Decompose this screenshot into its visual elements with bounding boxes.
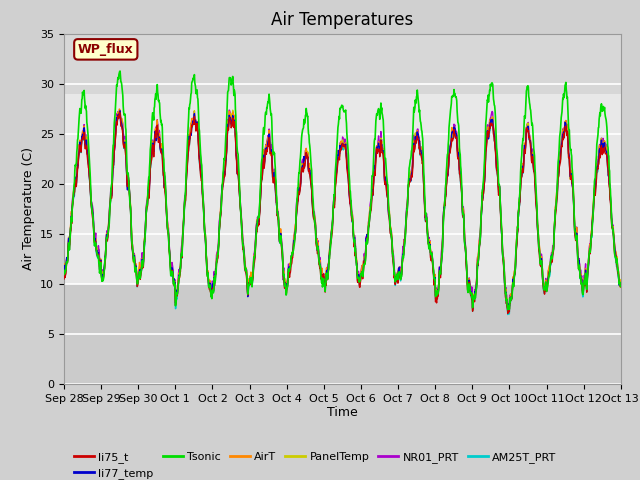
Y-axis label: Air Temperature (C): Air Temperature (C) (22, 147, 35, 270)
Legend: li75_t, li77_temp, Tsonic, AirT, PanelTemp, NR01_PRT, AM25T_PRT: li75_t, li77_temp, Tsonic, AirT, PanelTe… (70, 447, 561, 480)
Bar (64, 34, 621, 94)
Bar (64, 284, 621, 384)
Title: Air Temperatures: Air Temperatures (271, 11, 413, 29)
X-axis label: Time: Time (327, 407, 358, 420)
Text: WP_flux: WP_flux (78, 43, 134, 56)
